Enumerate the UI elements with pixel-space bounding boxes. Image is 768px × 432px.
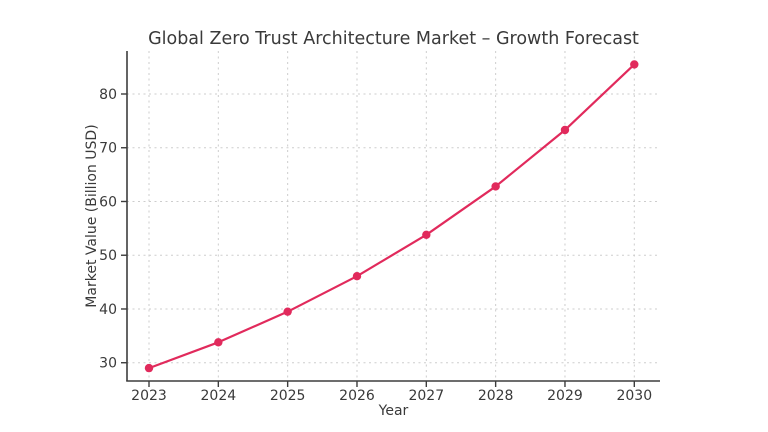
y-tick-label: 80 xyxy=(99,87,117,103)
x-tick-label: 2030 xyxy=(616,388,652,404)
x-tick-label: 2024 xyxy=(201,388,237,404)
data-point-2025 xyxy=(283,307,292,316)
y-axis-label: Market Value (Billion USD) xyxy=(84,124,100,307)
x-tick-label: 2023 xyxy=(131,388,167,404)
data-series xyxy=(144,60,639,373)
x-tick-label: 2029 xyxy=(547,388,583,404)
axis-ticks xyxy=(121,93,635,387)
data-point-2030 xyxy=(630,60,639,69)
data-point-2026 xyxy=(352,271,362,281)
data-point-2029 xyxy=(560,125,570,135)
y-tick-label: 30 xyxy=(99,356,117,372)
x-axis-label: Year xyxy=(378,403,409,419)
y-tick-label: 50 xyxy=(99,248,117,264)
x-tick-labels: 2023 2024 2025 2026 2027 2028 2029 2030 xyxy=(131,388,652,404)
y-tick-labels: 30 40 50 60 70 80 xyxy=(99,87,117,372)
x-tick-label: 2028 xyxy=(478,388,514,404)
series-line xyxy=(147,63,636,370)
data-point-2023 xyxy=(144,363,154,373)
y-tick-label: 60 xyxy=(99,194,117,210)
x-tick-label: 2027 xyxy=(408,388,444,404)
gridlines xyxy=(127,51,660,381)
data-point-2027 xyxy=(422,230,431,240)
y-tick-label: 40 xyxy=(99,302,117,318)
data-point-2024 xyxy=(214,338,223,347)
y-tick-label: 70 xyxy=(99,141,117,157)
axes-spines xyxy=(126,51,660,382)
chart-title: Global Zero Trust Architecture Market – … xyxy=(148,29,639,49)
x-tick-label: 2025 xyxy=(270,388,306,404)
data-point-2028 xyxy=(491,182,500,191)
x-tick-label: 2026 xyxy=(339,388,375,404)
